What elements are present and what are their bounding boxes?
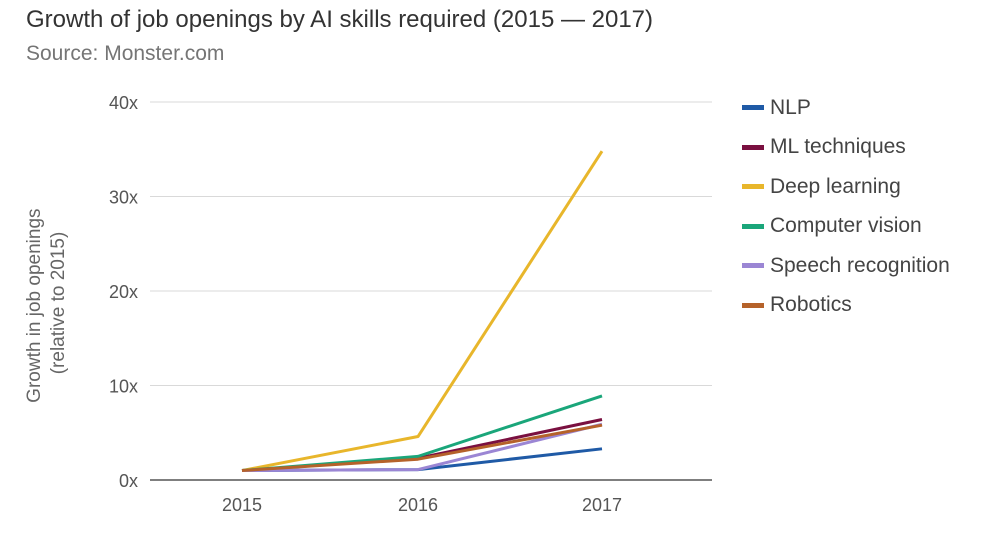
series-line-robotics [241, 423, 603, 473]
legend-swatch [742, 105, 764, 111]
gridlines [150, 101, 712, 481]
legend-label: Deep learning [770, 174, 901, 198]
y-tick-label: 0x [119, 471, 138, 491]
series-line-ml-techniques [241, 418, 603, 473]
legend-swatch [742, 263, 764, 269]
x-tick-label: 2016 [398, 495, 438, 515]
legend-item-robotics: Robotics [742, 286, 950, 326]
legend-item-computer-vision: Computer vision [742, 207, 950, 247]
y-axis-label: Growth in job openings (relative to 2015… [24, 203, 69, 403]
legend-label: ML techniques [770, 135, 906, 159]
x-tick-label: 2017 [582, 495, 622, 515]
legend-item-speech-recognition: Speech recognition [742, 246, 950, 286]
legend-item-nlp: NLP [742, 88, 950, 128]
legend-label: Computer vision [770, 214, 922, 238]
y-tick-label: 30x [109, 188, 138, 208]
series-line-speech-recognition [241, 422, 603, 473]
y-axis-ticks: 0x 10x 20x 30x 40x [109, 93, 138, 491]
series-line-deep-learning [241, 150, 604, 473]
legend-item-deep-learning: Deep learning [742, 167, 950, 207]
y-tick-label: 10x [109, 377, 138, 397]
legend-item-ml-techniques: ML techniques [742, 128, 950, 168]
series-lines [241, 150, 604, 473]
legend-label: NLP [770, 95, 811, 119]
legend-label: Robotics [770, 293, 852, 317]
chart-title: Growth of job openings by AI skills requ… [26, 6, 654, 33]
y-axis-label-line1: Growth in job openings [24, 208, 45, 402]
legend-swatch [742, 184, 764, 190]
legend-swatch [742, 302, 764, 308]
legend-swatch [742, 144, 764, 150]
x-axis-ticks: 2015 2016 2017 [222, 495, 622, 515]
chart-subtitle: Source: Monster.com [26, 42, 225, 65]
legend-label: Speech recognition [770, 253, 950, 277]
legend: NLP ML techniques Deep learning Computer vi… [742, 88, 950, 325]
y-tick-label: 40x [109, 93, 138, 113]
y-axis-label-line2: (relative to 2015) [48, 232, 69, 375]
legend-swatch [742, 223, 764, 229]
x-tick-label: 2015 [222, 495, 262, 515]
y-tick-label: 20x [109, 282, 138, 302]
